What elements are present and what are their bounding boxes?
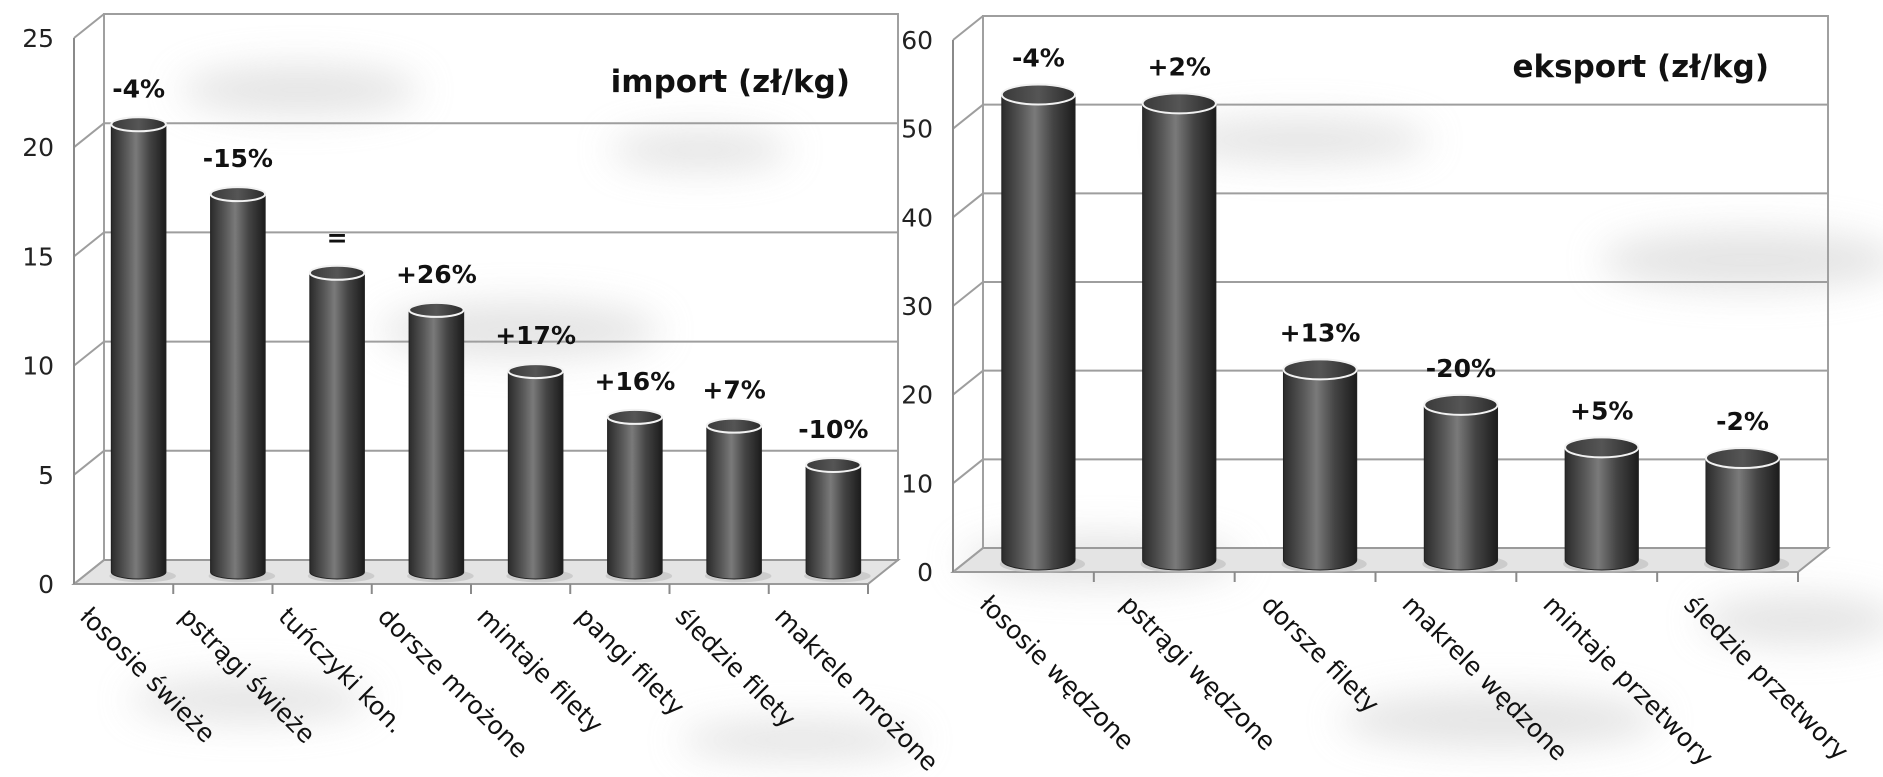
chart-1-y-tick-label: 20 [901,381,933,410]
chart-1-y-tick-label: 40 [901,203,933,232]
export-bars: -4% łososie wędzone +2% pstrągi wędzone +13%… [974,44,1854,772]
chart-1-grid-diagonal [952,192,984,219]
import-chart-title: import (zł/kg) [611,64,850,100]
chart-1-y-tick-label: 0 [917,558,933,587]
bar [1422,393,1508,573]
chart-1-y-tick-label: 60 [901,26,933,55]
chart-0-grid-diagonal [73,450,105,476]
category-label: dorsze filety [1256,590,1385,719]
category-label: łososie wędzone [974,590,1140,756]
bar [605,408,673,583]
chart-0-y-tick-label: 0 [38,570,54,599]
chart-0-grid-diagonal [73,231,105,258]
chart-1-grid-diagonal [952,15,984,41]
bar-body [1282,368,1358,571]
chart-0-y-tick-label: 25 [22,24,54,53]
chart-0-grid-diagonal [73,559,105,585]
data-label: +26% [396,260,477,289]
bar [307,264,375,583]
import-chart: 0 5 10 15 20 25 -4%łososie świeże-15%pstrągi … [22,13,944,777]
data-label: +2% [1148,52,1211,81]
bar [109,116,176,583]
data-label: -2% [1716,407,1769,436]
chart-0-y-tick-label: 20 [22,133,54,162]
bar-cap [1282,358,1358,381]
bar-body [607,416,663,580]
chart-0-grid-diagonal [73,122,105,148]
bar-body [1705,457,1780,571]
chart-1-grid-diagonal [952,281,984,307]
chart-1-y-tick-label: 30 [901,292,933,321]
chart-1-y-tick-label: 10 [901,469,933,498]
bar [506,363,573,583]
bar-cap [606,408,664,425]
bar-cap [1000,83,1077,106]
chart-0-y-tick-label: 5 [38,461,54,490]
data-label: -20% [1426,354,1496,383]
bar [208,186,276,583]
bar-cap [1704,447,1781,470]
chart-0-grid-diagonal [73,340,105,367]
bar [407,301,474,583]
data-label: -4% [112,74,165,103]
chart-1-y-tick-label: 50 [901,115,933,144]
bar-cap [507,363,564,380]
chart-0-grid-diagonal [73,13,105,39]
bar-body [408,309,465,580]
data-label: = [327,223,348,252]
bar [1563,436,1649,573]
bar-cap [1564,436,1640,459]
bar-cap [705,417,763,434]
data-label: +17% [495,321,576,350]
bar-cap [1141,92,1217,115]
import-bars: -4%łososie świeże-15%pstrągi świeże=tuńc… [74,74,944,777]
data-label: +16% [594,367,675,396]
bar-body [210,193,266,580]
bar [704,417,772,583]
export-chart-title: eksport (zł/kg) [1513,49,1770,85]
data-label: +7% [702,376,765,405]
bar-body [1564,446,1639,571]
bar-body [805,464,862,580]
bar-body [1001,94,1076,571]
data-label: +5% [1570,396,1633,425]
bar-cap [308,264,366,281]
chart-0-floor [71,559,901,585]
bar [804,456,871,583]
bar-cap [805,456,862,473]
chart-1-floor [950,547,1831,573]
bar [1281,358,1367,573]
chart-1-grid-diagonal [952,458,984,485]
category-label: pstrągi wędzone [1115,590,1281,756]
bar [999,83,1086,573]
bar [1140,92,1226,573]
bar-body [1423,404,1499,571]
bar-body [110,123,167,580]
chart-0-y-tick-label: 15 [22,242,54,271]
data-label: -10% [798,415,868,444]
bar-cap [209,186,267,203]
chart-1-grid-diagonal [952,369,984,396]
bar [1703,447,1790,573]
data-label: -15% [203,144,273,173]
bar-body [309,272,365,580]
data-label: +13% [1280,318,1361,347]
chart-1-grid-diagonal [952,103,984,130]
bar-cap [110,116,167,133]
bar-cap [1423,393,1499,416]
chart-1-grid-diagonal [952,547,984,573]
bar-body [1142,102,1217,571]
data-label: -4% [1012,44,1065,73]
bar-body [507,370,564,580]
bar-body [706,425,762,580]
bar-cap [408,301,465,318]
chart-0-y-tick-label: 10 [22,352,54,381]
